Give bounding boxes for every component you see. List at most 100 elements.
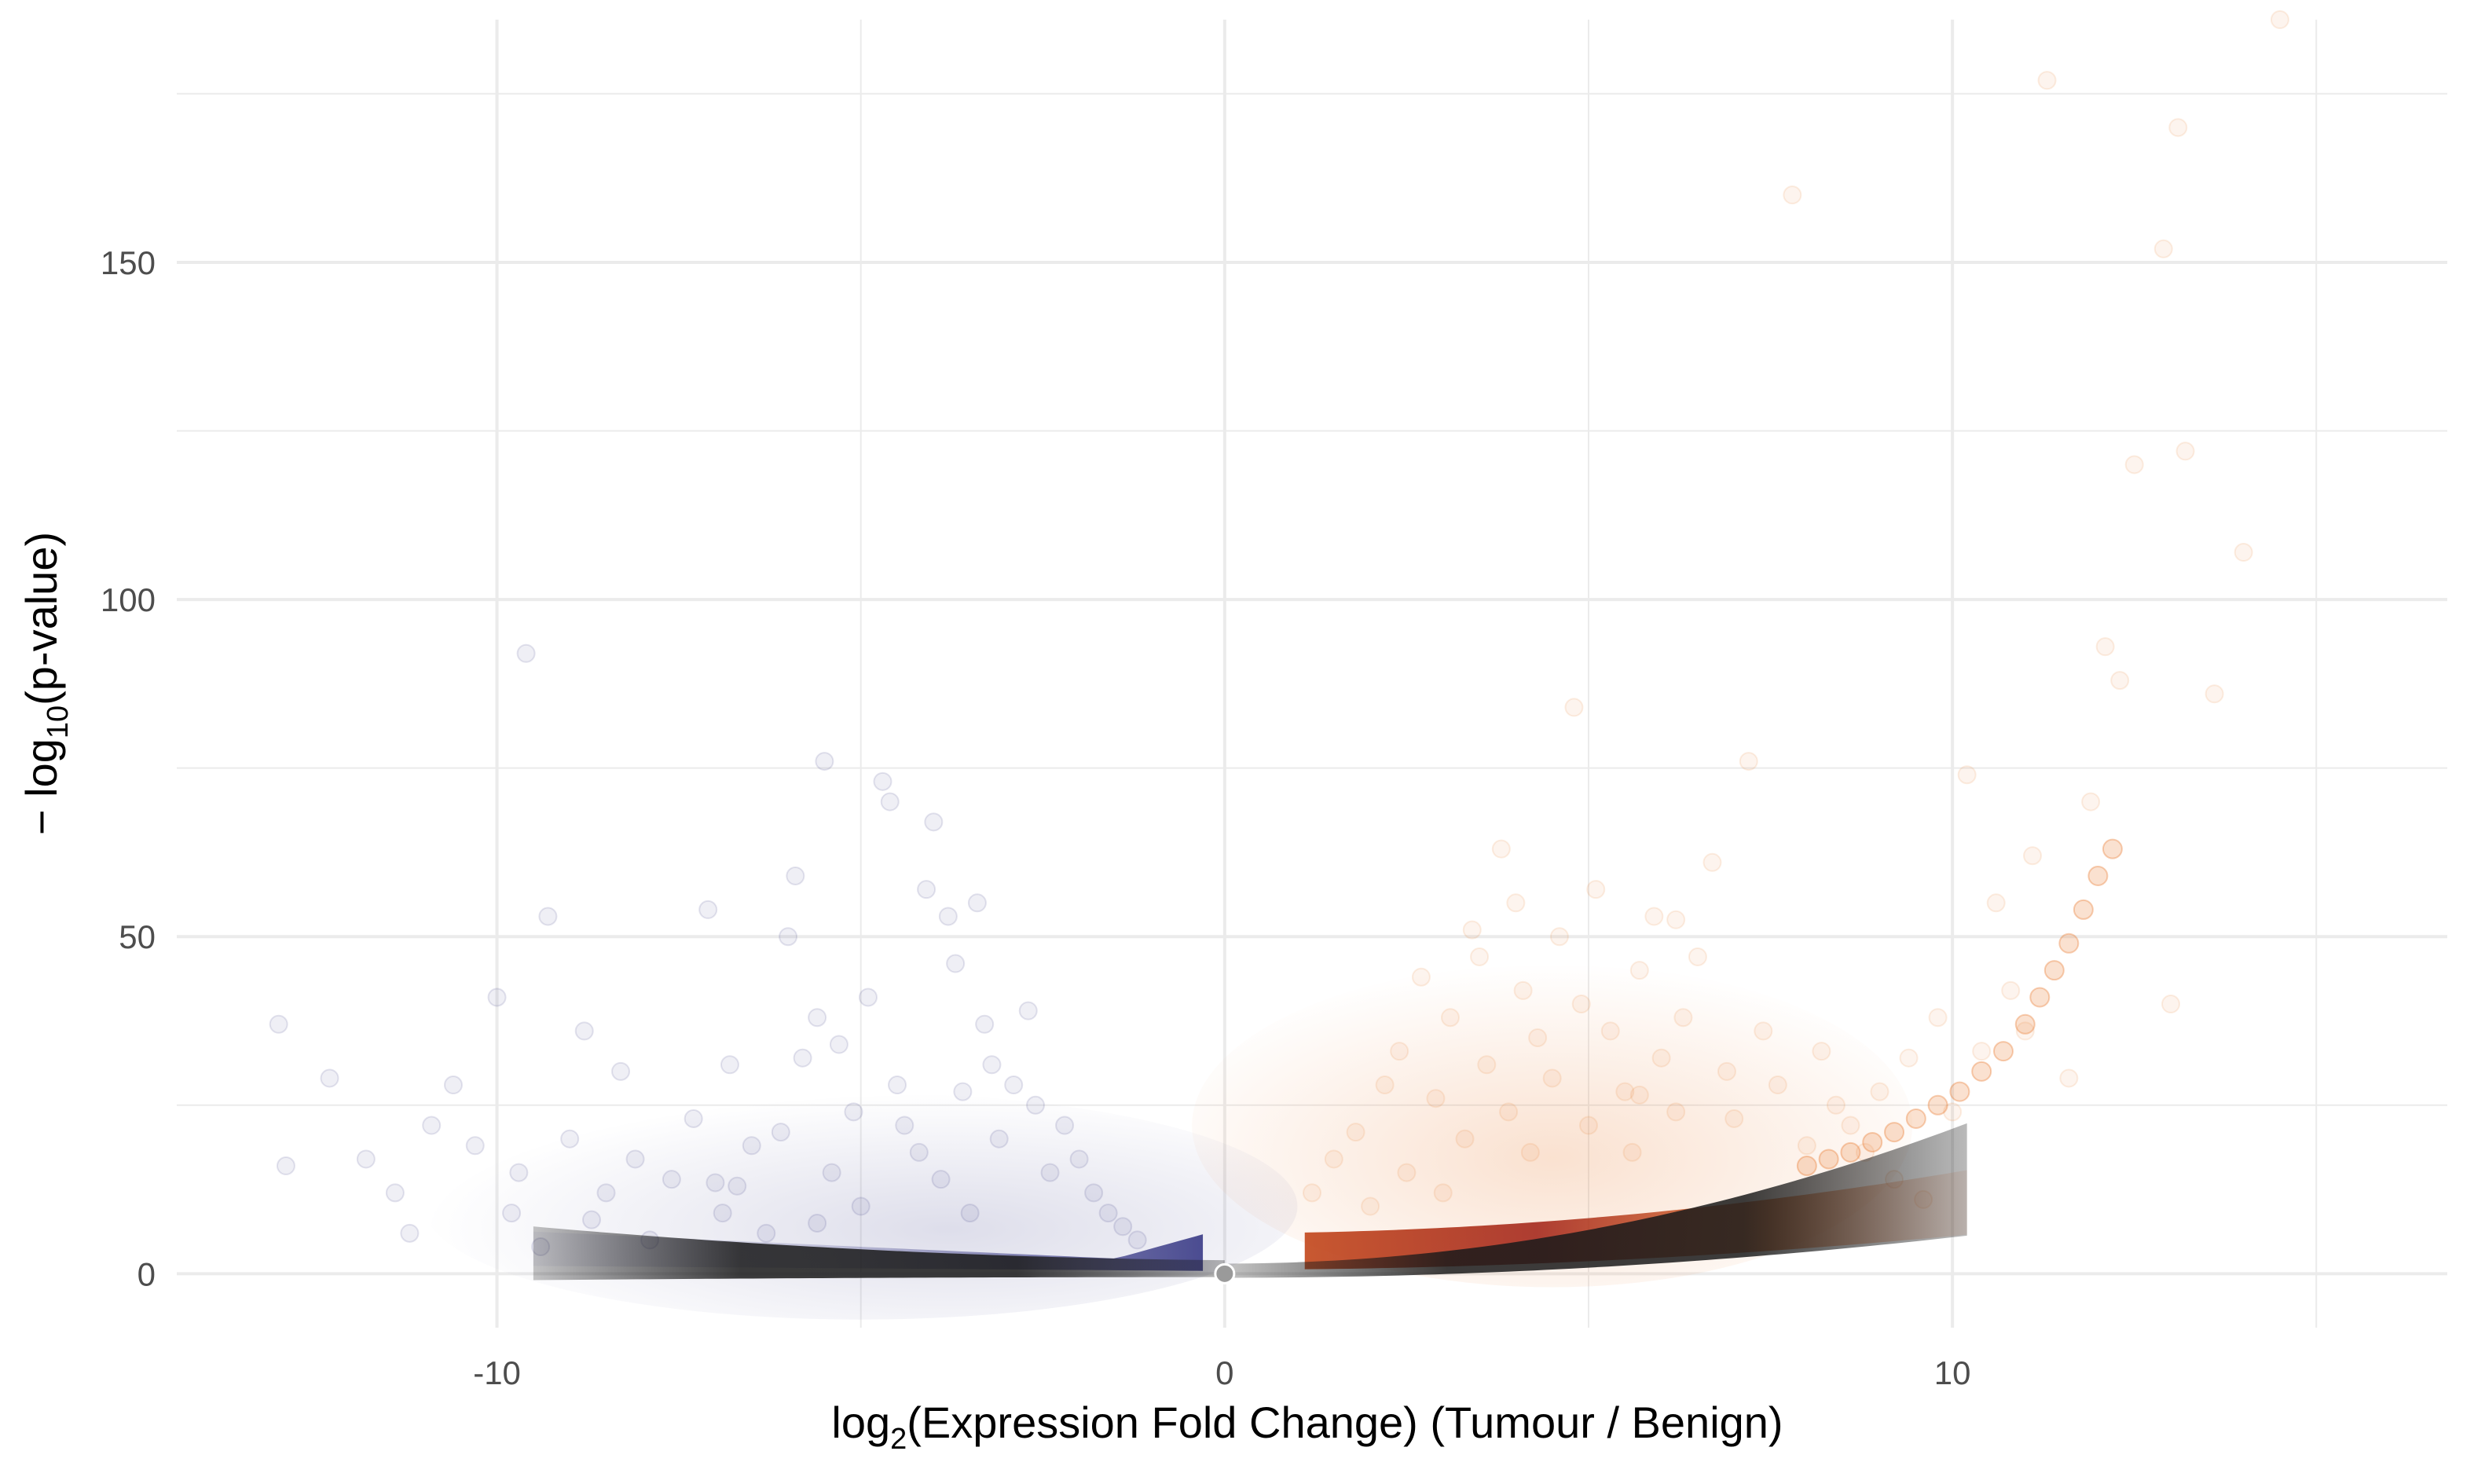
data-point	[989, 1129, 1009, 1149]
data-point	[684, 1108, 703, 1128]
data-point	[1717, 1061, 1736, 1081]
data-point	[1324, 1149, 1343, 1169]
data-point	[1055, 1116, 1075, 1135]
data-point	[851, 1196, 870, 1216]
data-point	[1506, 893, 1526, 913]
data-point	[1840, 1141, 1861, 1163]
data-point	[1629, 961, 1649, 980]
scatter-series-down	[269, 643, 1147, 1257]
data-point	[1542, 1068, 1562, 1088]
data-point	[1797, 1136, 1816, 1156]
data-point	[1957, 765, 1977, 785]
y-axis-title-subscript: 10	[42, 705, 75, 738]
data-point	[909, 1142, 929, 1162]
data-point	[1069, 1149, 1089, 1169]
data-point	[1113, 1217, 1133, 1237]
data-point	[1949, 1081, 1970, 1102]
data-point	[1884, 1122, 1905, 1143]
origin-point	[1214, 1262, 1236, 1284]
data-point	[2087, 865, 2109, 886]
data-point	[1644, 907, 1664, 926]
data-point	[422, 1116, 442, 1135]
data-point	[1586, 880, 1606, 900]
data-point	[400, 1223, 420, 1243]
data-point	[757, 1223, 776, 1243]
data-point	[917, 880, 936, 900]
data-point	[1666, 1102, 1686, 1122]
data-point	[516, 643, 536, 663]
data-point	[880, 792, 900, 812]
data-point	[808, 1213, 827, 1233]
data-point	[1688, 947, 1707, 966]
data-point	[953, 1082, 973, 1101]
data-point	[1520, 1142, 1540, 1162]
data-point	[574, 1021, 594, 1041]
data-point	[1826, 1095, 1845, 1115]
data-point	[1491, 839, 1511, 859]
data-point	[1303, 1183, 1321, 1203]
data-point	[625, 1149, 645, 1169]
data-point	[2153, 239, 2173, 258]
data-point	[1004, 1075, 1024, 1095]
data-point	[1702, 852, 1722, 872]
data-point	[931, 1170, 951, 1189]
data-point	[320, 1068, 339, 1088]
data-point	[844, 1102, 863, 1122]
density-band-core-right	[1224, 1123, 1967, 1278]
data-point	[967, 893, 987, 913]
data-point	[1513, 980, 1533, 1000]
data-point	[611, 1061, 631, 1081]
data-point	[538, 907, 558, 926]
data-point	[2161, 995, 2181, 1014]
data-point	[276, 1156, 295, 1176]
data-point	[385, 1183, 405, 1203]
y-tick-label: 100	[101, 581, 156, 618]
x-tick-labels: -10 0 10	[473, 1354, 1970, 1391]
x-axis-title-rest: (Expression Fold Change) (Tumour / Benig…	[907, 1398, 1783, 1447]
data-point	[2234, 543, 2253, 562]
data-point	[2175, 442, 2195, 461]
data-point	[1629, 1085, 1649, 1105]
data-point	[269, 1014, 288, 1034]
data-point	[581, 1210, 601, 1229]
data-point	[808, 1008, 827, 1028]
data-point	[822, 1163, 841, 1182]
scatter-series-up	[1303, 10, 2289, 1216]
data-point	[888, 1075, 907, 1095]
data-point	[1783, 185, 1802, 205]
data-point	[1549, 927, 1569, 947]
data-point	[1040, 1163, 1060, 1182]
y-axis-title: − log10(p-value)	[16, 532, 75, 835]
x-tick-label: 10	[1934, 1354, 1971, 1391]
data-point	[2081, 792, 2101, 812]
data-point	[2102, 838, 2123, 859]
data-point	[1018, 1001, 1038, 1020]
data-point	[1899, 1048, 1919, 1068]
y-tick-label: 150	[101, 244, 156, 281]
data-point	[509, 1163, 529, 1182]
scatter-series-ridge	[1796, 838, 2123, 1177]
data-point	[1578, 1116, 1598, 1135]
data-point	[2058, 933, 2080, 954]
data-point	[815, 752, 834, 771]
data-point	[2029, 987, 2051, 1008]
data-point	[1927, 1094, 1948, 1116]
data-point	[1818, 1149, 1839, 1170]
data-point	[786, 866, 805, 885]
data-point	[2270, 10, 2289, 29]
data-point	[2124, 455, 2144, 475]
data-point	[1564, 698, 1584, 717]
data-point	[975, 1014, 995, 1034]
data-point	[560, 1129, 580, 1149]
data-point	[779, 927, 798, 947]
data-point	[698, 900, 718, 919]
data-point	[2168, 118, 2188, 137]
data-point	[1098, 1204, 1118, 1223]
data-point	[2014, 1013, 2036, 1035]
data-point	[596, 1183, 616, 1203]
data-point	[1426, 1089, 1446, 1108]
data-point	[1971, 1061, 1992, 1082]
x-axis-title: log2(Expression Fold Change) (Tumour / B…	[831, 1398, 1783, 1456]
data-point	[1462, 920, 1482, 940]
data-point	[2037, 71, 2057, 90]
